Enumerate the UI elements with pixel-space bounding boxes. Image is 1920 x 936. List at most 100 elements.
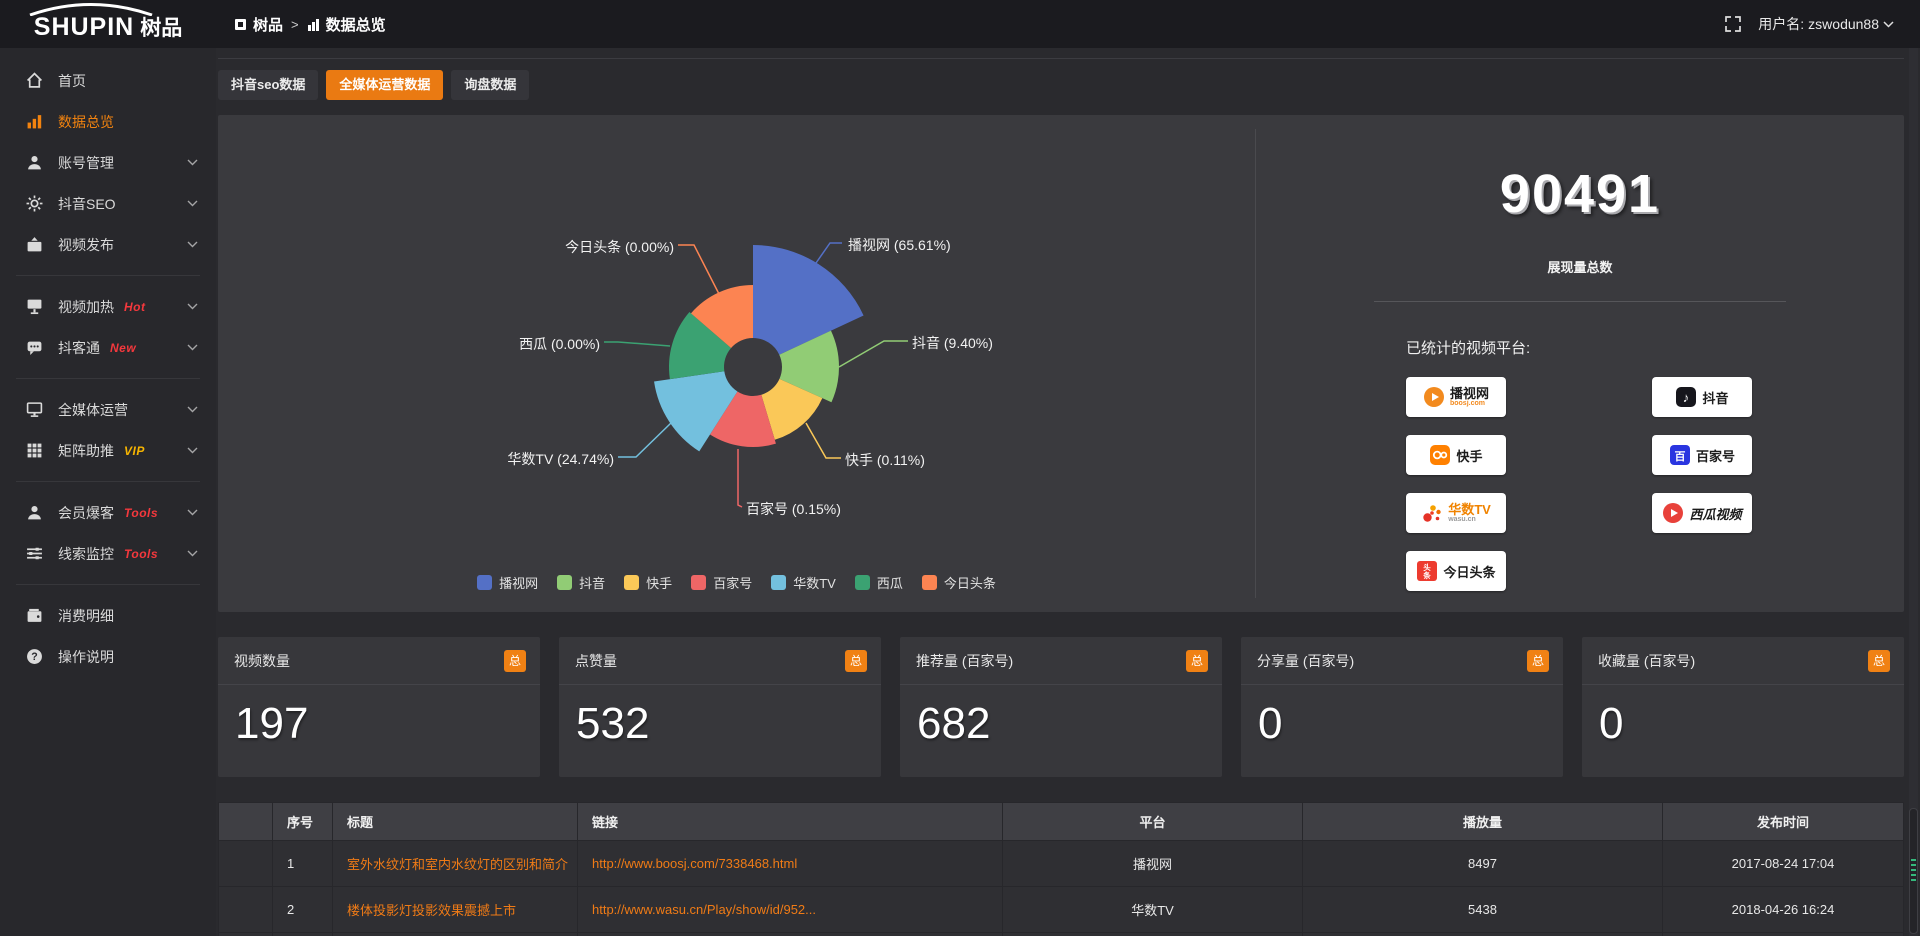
rose-chart-svg[interactable]	[218, 115, 1255, 612]
sidebar-item-spend-detail[interactable]: 消费明细	[0, 595, 216, 636]
sidebar-item-media-operation[interactable]: 全媒体运营	[0, 389, 216, 430]
username-label: 用户名:	[1758, 16, 1805, 32]
data-tabs: 抖音seo数据 全媒体运营数据 询盘数据	[218, 70, 1904, 100]
pie-slice[interactable]	[761, 378, 823, 440]
legend-item[interactable]: 西瓜	[854, 573, 903, 592]
legend-label: 今日头条	[943, 576, 996, 591]
sidebar-item-home[interactable]: 首页	[0, 60, 216, 101]
pie-slice[interactable]	[669, 312, 732, 380]
total-badge[interactable]: 总	[1868, 649, 1890, 672]
stat-card-favorites: 收藏量 (百家号) 总 0	[1582, 637, 1904, 777]
pie-slice[interactable]	[753, 245, 864, 355]
page-scrollbar[interactable]	[1909, 48, 1918, 936]
summary-section: 90491 展现量总数 已统计的视频平台: 播视网 boosj.com ♪ 抖音 …	[1256, 115, 1904, 612]
stat-card-shares: 分享量 (百家号) 总 0	[1241, 637, 1563, 777]
sidebar-item-matrix-boost[interactable]: 矩阵助推 VIP	[0, 430, 216, 471]
legend-item[interactable]: 快手	[624, 573, 672, 592]
legend-item[interactable]: 今日头条	[921, 573, 996, 592]
cell-link[interactable]: http://www.boosj.com/7338468.html	[577, 840, 1003, 887]
cell-time: 2017-08-24 17:04	[1662, 840, 1904, 887]
gear-icon	[26, 195, 43, 212]
sidebar-item-label: 抖客通	[58, 339, 100, 356]
legend-label: 抖音	[579, 576, 606, 591]
wasu-logo-icon	[1423, 505, 1441, 522]
sidebar-item-doukotong[interactable]: 抖客通 New	[0, 327, 216, 368]
breadcrumb-label: 数据总览	[325, 16, 386, 34]
sidebar-item-lead-monitor[interactable]: 线索监控 Tools	[0, 533, 216, 574]
pie-label-boosj: 播视网 (65.61%)	[848, 237, 951, 253]
pie-label-line	[838, 340, 908, 368]
legend-swatch	[691, 575, 707, 590]
total-badge[interactable]: 总	[1186, 649, 1208, 672]
pie-label-line	[678, 244, 720, 295]
sidebar-item-label: 视频加热	[58, 298, 114, 315]
sidebar-divider	[16, 481, 200, 482]
chart-panel: 播视网 (65.61%) 抖音 (9.40%) 快手 (0.11%) 百家号 (…	[218, 115, 1904, 612]
pie-slice[interactable]	[710, 391, 776, 447]
sidebar-item-video-heat[interactable]: 视频加热 Hot	[0, 286, 216, 327]
vip-badge: VIP	[124, 443, 145, 458]
chevron-down-icon	[187, 344, 198, 351]
tab-inquiry-data[interactable]: 询盘数据	[451, 70, 530, 100]
sidebar-item-data-overview[interactable]: 数据总览	[0, 101, 216, 142]
total-badge[interactable]: 总	[845, 649, 867, 672]
member-icon	[28, 506, 41, 520]
total-badge[interactable]: 总	[504, 649, 526, 672]
col-header-time: 发布时间	[1662, 802, 1904, 841]
svg-text:?: ?	[31, 651, 37, 663]
table-row-partial	[218, 932, 1904, 936]
cell-link[interactable]: http://www.wasu.cn/Play/show/id/952...	[577, 886, 1003, 933]
cell-title[interactable]: 楼体投影灯投影效果震撼上市	[332, 886, 578, 933]
legend-item[interactable]: 华数TV	[771, 573, 836, 592]
breadcrumb: 树品 > 数据总览	[234, 14, 386, 35]
pie-slice[interactable]	[690, 285, 753, 349]
breadcrumb-item-home[interactable]: 树品	[234, 14, 283, 35]
sidebar-item-member-burst[interactable]: 会员爆客 Tools	[0, 492, 216, 533]
grid-icon	[27, 443, 42, 458]
cell-no: 1	[272, 840, 333, 887]
screen-icon	[27, 299, 42, 315]
total-impressions-label: 展现量总数	[1547, 260, 1613, 275]
platform-name: 今日头条	[1443, 564, 1496, 580]
legend-swatch	[921, 575, 937, 590]
baijiahao-logo-icon: 百	[1669, 445, 1690, 465]
sidebar-item-video-publish[interactable]: 视频发布	[0, 224, 216, 265]
col-header-no: 序号	[272, 802, 333, 841]
fullscreen-icon[interactable]	[1724, 15, 1742, 33]
table-row: 2 楼体投影灯投影效果震撼上市 http://www.wasu.cn/Play/…	[218, 886, 1904, 933]
legend-item[interactable]: 百家号	[691, 573, 752, 592]
pie-slice[interactable]	[779, 330, 839, 403]
user-menu[interactable]: 用户名: zswodun88	[1758, 14, 1894, 34]
tab-media-operation-data[interactable]: 全媒体运营数据	[326, 70, 444, 100]
stat-card-value: 197	[235, 699, 309, 748]
sidebar-item-douyin-seo[interactable]: 抖音SEO	[0, 183, 216, 224]
legend-label: 快手	[646, 576, 673, 591]
pie-slice[interactable]	[654, 371, 738, 452]
logo-text-en: SHUPIN	[33, 12, 135, 41]
stat-card-likes: 点赞量 总 532	[559, 637, 881, 777]
stat-card-video-count: 视频数量 总 197	[218, 637, 540, 777]
cell-title[interactable]: 室外水纹灯和室内水纹灯的区别和简介	[332, 840, 578, 887]
chevron-down-icon	[187, 159, 198, 166]
cell-no: 2	[272, 886, 333, 933]
platform-badge-xigua: 西瓜视频	[1652, 493, 1752, 533]
sidebar-item-account[interactable]: 账号管理	[0, 142, 216, 183]
svg-text:百: 百	[1674, 450, 1685, 463]
tab-douyin-seo-data[interactable]: 抖音seo数据	[218, 70, 319, 100]
sidebar-item-help[interactable]: ? 操作说明	[0, 636, 216, 677]
platform-name: 抖音	[1702, 390, 1729, 406]
rose-chart[interactable]: 播视网 (65.61%) 抖音 (9.40%) 快手 (0.11%) 百家号 (…	[218, 115, 1255, 612]
scrollbar-thumb[interactable]	[1909, 808, 1918, 934]
total-badge[interactable]: 总	[1527, 649, 1549, 672]
help-icon: ?	[27, 649, 42, 664]
sliders-icon	[27, 547, 42, 560]
app-logo[interactable]: SHUPIN 树品	[0, 0, 216, 48]
xigua-logo-icon	[1663, 503, 1684, 523]
total-impressions-value: 90491	[1499, 164, 1661, 224]
breadcrumb-item-current[interactable]: 数据总览	[307, 14, 386, 35]
legend-item[interactable]: 抖音	[557, 573, 605, 592]
legend-swatch	[854, 575, 870, 590]
legend-item[interactable]: 播视网	[477, 573, 538, 592]
sidebar: 首页 数据总览 账号管理 抖音SEO 视频发布 视频加热 Hot	[0, 48, 216, 936]
